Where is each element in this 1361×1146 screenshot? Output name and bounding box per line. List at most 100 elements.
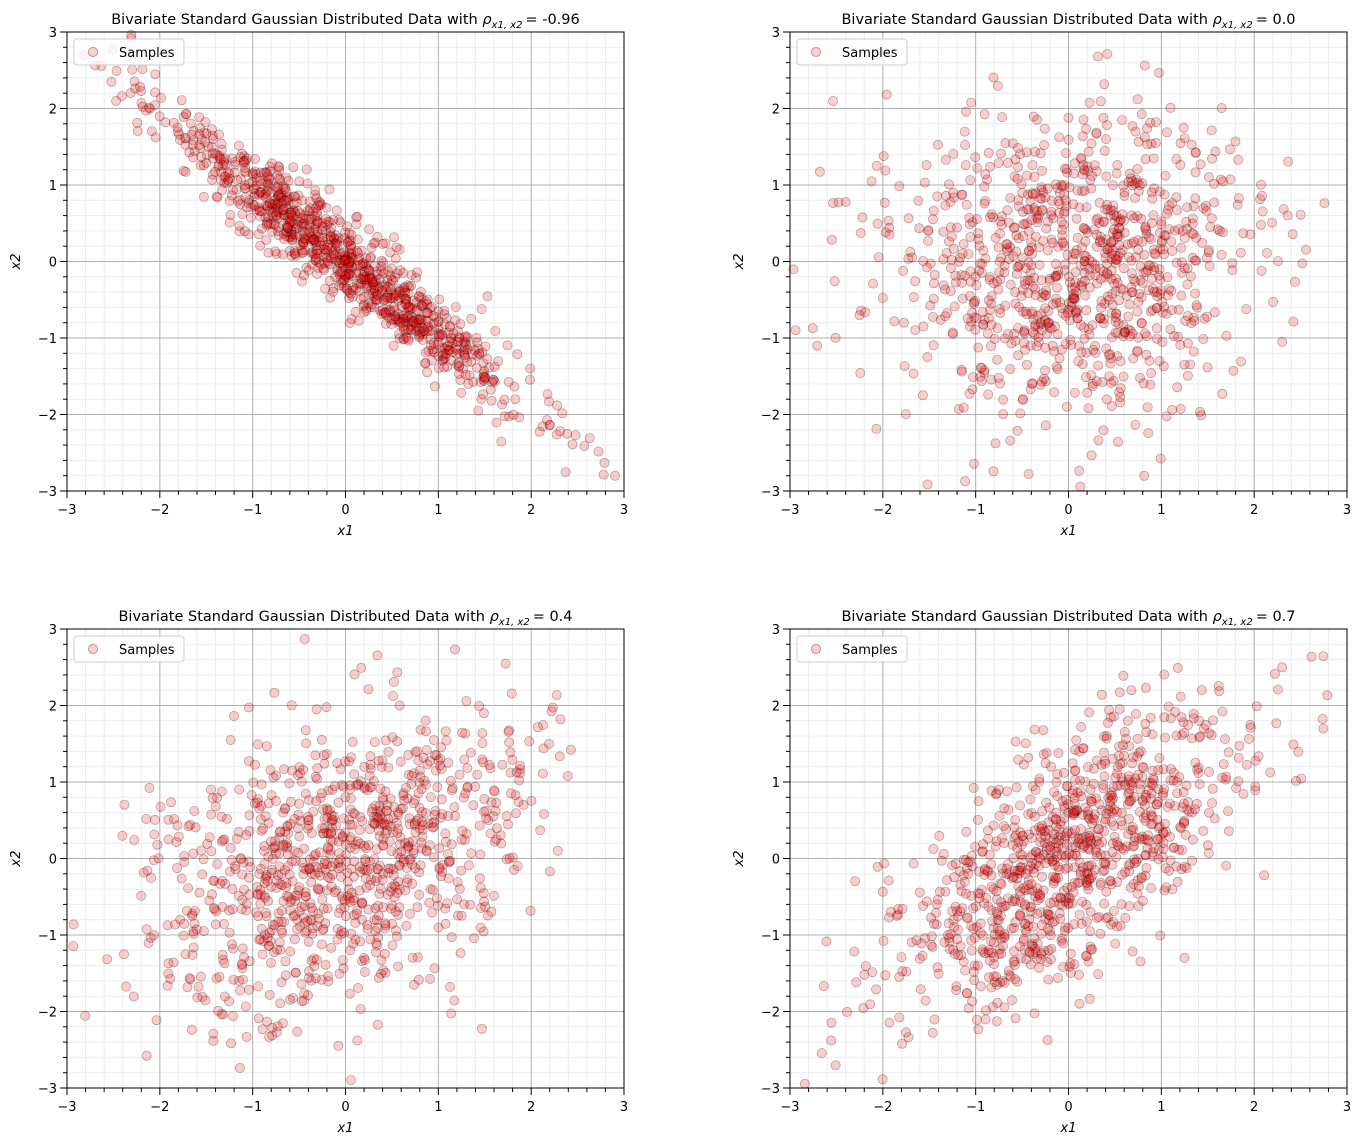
data-point [1048,878,1059,889]
data-point [955,252,966,263]
data-point [155,801,166,812]
data-point [988,72,999,83]
data-point [312,217,323,228]
data-point [299,634,310,645]
data-point [1085,784,1096,795]
data-point [544,866,555,877]
data-point [1181,780,1192,791]
data-point [1010,917,1021,928]
data-point [358,299,369,310]
data-point [273,917,284,928]
data-point [392,961,403,972]
data-point [1069,805,1080,816]
data-point [1218,759,1229,770]
data-point [420,296,431,307]
data-point [373,283,384,294]
data-point [1136,318,1147,329]
data-point [240,155,251,166]
data-point [412,322,423,333]
data-point [420,347,431,358]
data-point [439,362,450,373]
data-point [462,344,473,355]
data-point [914,223,925,234]
data-point [316,734,327,745]
data-point [1042,328,1053,339]
data-point [322,903,333,914]
data-point [272,226,283,237]
data-point [994,810,1005,821]
data-point [346,261,357,272]
data-point [539,809,550,820]
data-point [225,735,236,746]
data-point [230,864,241,875]
data-point [359,266,370,277]
data-point [996,148,1007,159]
data-point [243,197,254,208]
data-point [479,373,490,384]
data-point [476,303,487,314]
data-point [1322,690,1333,701]
data-point [417,300,428,311]
data-point [313,231,324,242]
data-point [195,971,206,982]
data-point [982,328,993,339]
data-point [1210,146,1221,157]
data-point [544,419,555,430]
data-point [270,220,281,231]
data-point [1209,813,1220,824]
data-point [390,881,401,892]
x-tick-label: 2 [527,503,535,518]
data-point [390,291,401,302]
data-point [398,334,409,345]
data-point [346,288,357,299]
data-point [1172,788,1183,799]
data-point [182,982,193,993]
data-point [900,409,911,420]
data-point [216,786,227,797]
data-point [400,325,411,336]
data-point [454,769,465,780]
data-point [280,195,291,206]
data-point [1235,247,1246,258]
data-point [1005,363,1016,374]
data-point [1042,905,1053,916]
data-point [301,262,312,273]
data-point [363,265,374,276]
data-point [411,272,422,283]
data-point [932,191,943,202]
data-point [1088,344,1099,355]
data-point [312,920,323,931]
data-point [1012,425,1023,436]
data-point [310,229,321,240]
data-point [1129,213,1140,224]
data-point [1073,356,1084,367]
data-point [318,251,329,262]
data-point [1005,279,1016,290]
data-point [321,252,332,263]
data-point [204,895,215,906]
data-point [407,878,418,889]
data-point [380,318,391,329]
data-point [272,186,283,197]
data-point [238,157,249,168]
data-point [1119,750,1130,761]
data-point [210,801,221,812]
data-point [311,268,322,279]
data-point [436,794,447,805]
data-point [407,836,418,847]
data-point [388,340,399,351]
data-point [1041,290,1052,301]
data-point [992,354,1003,365]
data-point [459,342,470,353]
data-point [254,186,265,197]
data-point [988,466,999,477]
data-point [964,212,975,223]
data-point [1005,435,1016,446]
data-point [960,160,971,171]
data-point [312,245,323,256]
data-point [999,838,1010,849]
data-point [450,301,461,312]
data-point [459,350,470,361]
data-point [196,133,207,144]
data-point [141,105,152,116]
